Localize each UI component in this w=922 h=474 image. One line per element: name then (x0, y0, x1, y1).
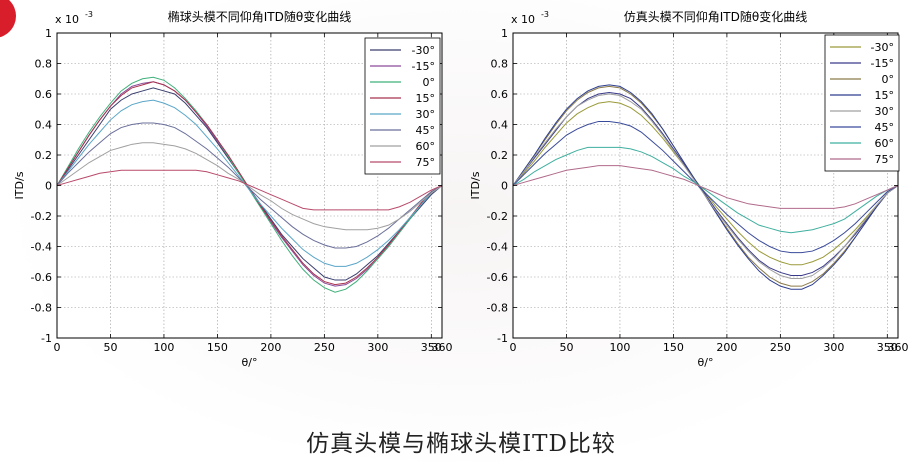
chart-title: 椭球头模不同仰角ITD随θ变化曲线 (168, 9, 351, 24)
series-line-6 (512, 146, 899, 234)
y-tick-label: 0.6 (35, 88, 53, 101)
y-tick-label: 0.4 (491, 119, 509, 132)
axis-exponent: x 10 (511, 13, 535, 26)
x-tick-label: 100 (609, 341, 630, 354)
series-line-4 (56, 99, 443, 267)
series-line-5 (512, 120, 899, 254)
y-tick-label: -0.4 (31, 241, 52, 254)
y-tick-label: 0.8 (35, 58, 53, 71)
y-axis-label: ITD/s (469, 171, 482, 199)
y-tick-label: 1 (45, 27, 52, 40)
axis-exponent-power: -3 (541, 10, 549, 19)
legend-label-7: 75° (875, 153, 895, 166)
y-tick-label: 0.8 (491, 58, 509, 71)
axis-exponent-power: -3 (85, 10, 93, 19)
series-line-4 (512, 93, 899, 280)
x-tick-label: 350 (877, 341, 898, 354)
x-tick-label: 150 (663, 341, 684, 354)
series-line-5 (56, 122, 443, 249)
axis-exponent: x 10 (55, 13, 79, 26)
y-tick-label: 1 (501, 27, 508, 40)
x-tick-label: 300 (367, 341, 388, 354)
legend-box (824, 34, 900, 172)
x-tick-label: 360 (432, 341, 453, 354)
y-tick-label: -0.6 (31, 271, 52, 284)
y-tick-label: 0.2 (35, 149, 53, 162)
x-tick-label: 200 (716, 341, 737, 354)
legend-label-2: 0° (882, 73, 895, 86)
y-tick-label: 0 (45, 180, 52, 193)
x-axis-label: θ/° (242, 356, 258, 369)
x-tick-label: 100 (153, 341, 174, 354)
y-tick-label: 0.4 (35, 119, 53, 132)
y-tick-label: -0.2 (31, 210, 52, 223)
legend-label-3: 15° (875, 89, 895, 102)
legend-label-2: 0° (423, 76, 436, 89)
x-tick-label: 150 (207, 341, 228, 354)
y-tick-label: 0.2 (491, 149, 509, 162)
y-tick-label: -1 (41, 332, 52, 345)
legend-label-5: 45° (416, 124, 436, 137)
legend-box (364, 37, 441, 175)
x-tick-label: 350 (421, 341, 442, 354)
x-tick-label: 200 (260, 341, 281, 354)
legend-label-4: 30° (875, 105, 895, 118)
series-line-6 (56, 142, 443, 231)
y-tick-label: -0.2 (487, 210, 508, 223)
x-tick-label: 50 (559, 341, 573, 354)
y-tick-label: -0.6 (487, 271, 508, 284)
y-tick-label: -1 (497, 332, 508, 345)
legend-label-0: -30° (871, 41, 894, 54)
y-tick-label: -0.8 (31, 302, 52, 315)
y-tick-label: 0.6 (491, 88, 509, 101)
x-tick-label: 0 (54, 341, 61, 354)
series-line-7 (512, 165, 899, 209)
legend-label-6: 60° (875, 137, 895, 150)
y-axis-label: ITD/s (13, 171, 26, 199)
chart-title: 仿真头模不同仰角ITD随θ变化曲线 (624, 9, 807, 24)
x-tick-label: 0 (510, 341, 517, 354)
legend-label-5: 45° (875, 121, 895, 134)
y-tick-label: 0 (501, 180, 508, 193)
y-tick-label: -0.4 (487, 241, 508, 254)
legend-label-1: -15° (412, 60, 435, 73)
series-line-7 (56, 169, 443, 211)
y-tick-label: -0.8 (487, 302, 508, 315)
legend-label-3: 15° (416, 92, 436, 105)
x-axis-label: θ/° (698, 356, 714, 369)
legend-label-7: 75° (416, 156, 436, 169)
slide-caption: 仿真头模与椭球头模ITD比较 (306, 431, 616, 457)
legend-label-1: -15° (871, 57, 894, 70)
legend-label-4: 30° (416, 108, 436, 121)
x-tick-label: 360 (888, 341, 909, 354)
brand-logo-mark (0, 0, 16, 38)
legend-label-6: 60° (416, 140, 436, 153)
x-tick-label: 300 (823, 341, 844, 354)
legend-label-0: -30° (412, 44, 435, 57)
x-tick-label: 250 (314, 341, 335, 354)
x-tick-label: 250 (770, 341, 791, 354)
x-tick-label: 50 (103, 341, 117, 354)
